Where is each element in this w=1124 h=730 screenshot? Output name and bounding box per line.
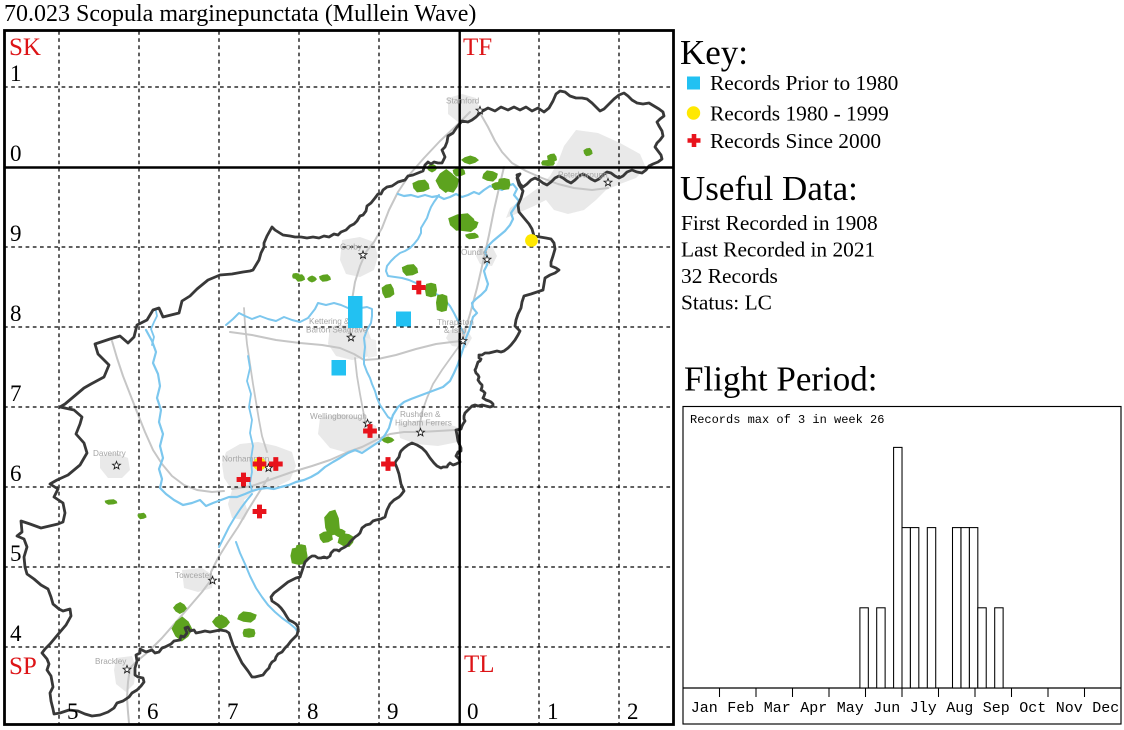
svg-text:Status: LC: Status: LC — [681, 291, 772, 315]
svg-text:8: 8 — [10, 301, 22, 326]
svg-text:Feb: Feb — [727, 700, 754, 717]
svg-text:5: 5 — [67, 699, 79, 724]
svg-text:Records Prior to 1980: Records Prior to 1980 — [710, 71, 898, 95]
svg-text:Higham Ferrers: Higham Ferrers — [395, 419, 452, 428]
svg-text:Records 1980 - 1999: Records 1980 - 1999 — [710, 102, 889, 126]
svg-text:TF: TF — [463, 34, 492, 61]
svg-text:Oct: Oct — [1019, 700, 1046, 717]
svg-text:1: 1 — [10, 61, 22, 86]
svg-text:Wellingborough: Wellingborough — [310, 412, 367, 421]
svg-text:1: 1 — [547, 699, 559, 724]
svg-text:SK: SK — [9, 34, 41, 61]
svg-text:Towcester: Towcester — [175, 571, 212, 580]
svg-text:Records Since 2000: Records Since 2000 — [710, 129, 881, 153]
svg-text:Apr: Apr — [800, 700, 827, 717]
svg-text:Rushden &: Rushden & — [400, 410, 441, 419]
svg-text:Last Recorded in 2021: Last Recorded in 2021 — [681, 238, 875, 262]
svg-text:Kettering &: Kettering & — [309, 317, 350, 326]
svg-text:7: 7 — [10, 381, 22, 406]
svg-text:Jun: Jun — [873, 700, 900, 717]
svg-text:2: 2 — [627, 699, 639, 724]
svg-text:Peterborough: Peterborough — [558, 171, 608, 180]
svg-text:9: 9 — [10, 221, 22, 246]
svg-text:Stamford: Stamford — [446, 97, 480, 106]
svg-text:& Islip: & Islip — [444, 326, 467, 335]
svg-text:7: 7 — [227, 699, 239, 724]
svg-text:Records max of 3 in week 26: Records max of 3 in week 26 — [690, 413, 884, 427]
svg-text:Aug: Aug — [946, 700, 973, 717]
svg-text:6: 6 — [147, 699, 159, 724]
svg-text:0: 0 — [10, 141, 22, 166]
svg-text:Oundle: Oundle — [461, 248, 488, 257]
svg-text:Flight Period:: Flight Period: — [684, 360, 878, 399]
svg-text:SP: SP — [9, 653, 37, 680]
svg-text:0: 0 — [467, 699, 479, 724]
svg-text:70.023 Scopula marginepunctata: 70.023 Scopula marginepunctata (Mullein … — [4, 1, 476, 27]
svg-text:Nov: Nov — [1056, 700, 1083, 717]
svg-text:6: 6 — [10, 461, 22, 486]
svg-text:5: 5 — [10, 541, 22, 566]
svg-text:32 Records: 32 Records — [681, 264, 778, 288]
svg-text:Northampton: Northampton — [222, 455, 270, 464]
svg-text:Sep: Sep — [983, 700, 1010, 717]
svg-text:4: 4 — [10, 621, 22, 646]
svg-text:9: 9 — [387, 699, 399, 724]
svg-text:Mar: Mar — [764, 700, 791, 717]
svg-text:Brackley: Brackley — [95, 657, 127, 666]
svg-text:Thrapston: Thrapston — [437, 318, 474, 327]
svg-text:Jan: Jan — [691, 700, 718, 717]
svg-text:Daventry: Daventry — [93, 449, 127, 458]
svg-text:Barton Seagrave: Barton Seagrave — [306, 326, 368, 335]
svg-text:TL: TL — [464, 651, 495, 678]
svg-text:Dec: Dec — [1092, 700, 1119, 717]
svg-text:8: 8 — [307, 699, 319, 724]
svg-text:May: May — [837, 700, 864, 717]
svg-text:Useful Data:: Useful Data: — [680, 169, 858, 208]
svg-text:First Recorded in 1908: First Recorded in 1908 — [681, 211, 878, 235]
svg-text:Jly: Jly — [910, 700, 937, 717]
svg-text:Key:: Key: — [680, 33, 748, 72]
svg-text:Corby: Corby — [340, 243, 363, 252]
